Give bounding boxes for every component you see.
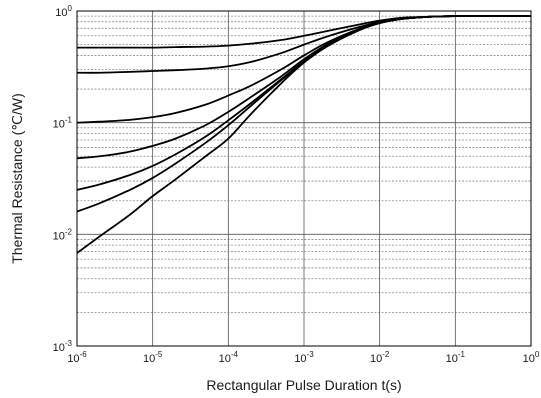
x-tick-label: 10-2 — [370, 350, 390, 365]
x-tick-label: 10-1 — [446, 350, 466, 365]
x-tick-label: 10-4 — [219, 350, 239, 365]
plot-frame — [76, 10, 532, 347]
y-tick-label: 10-3 — [53, 339, 73, 354]
y-tick-label: 10-2 — [53, 227, 73, 242]
series-lines — [76, 15, 531, 254]
y-tick-label: 10-1 — [53, 116, 73, 131]
x-tick-labels: 10-6 10-5 10-4 10-3 10-2 10-1 100 — [67, 350, 540, 365]
x-tick-label: 10-5 — [143, 350, 163, 365]
x-axis-title: Rectangular Pulse Duration t(s) — [206, 377, 401, 393]
y-axis-title: Thermal Resistance (℃/W) — [9, 93, 25, 264]
x-tick-label: 100 — [523, 350, 540, 365]
y-tick-labels: 10-3 10-2 10-1 100 — [53, 4, 73, 354]
x-tick-label: 10-3 — [294, 350, 314, 365]
series-line-7 — [76, 15, 531, 254]
x-tick-label: 10-6 — [67, 350, 87, 365]
y-tick-label: 100 — [55, 4, 72, 19]
